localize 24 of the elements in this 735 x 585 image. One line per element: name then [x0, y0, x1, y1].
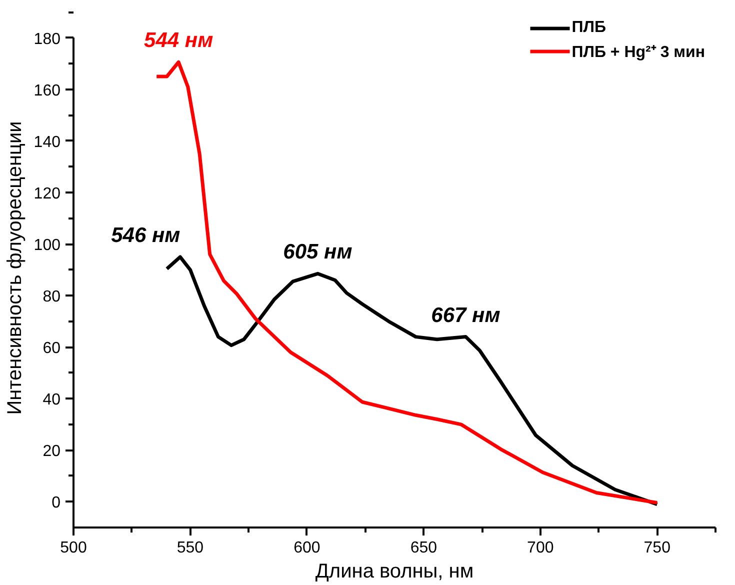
x-tick-label: 750: [644, 540, 671, 556]
x-tick-label: 700: [527, 540, 554, 556]
annotation: 544 нм: [144, 29, 214, 52]
y-tick-label: 60: [42, 340, 61, 358]
x-tick-label: 650: [410, 540, 438, 556]
annotation: 667 нм: [431, 304, 501, 327]
y-tick-label: 160: [34, 82, 61, 100]
y-tick-label: 140: [34, 134, 61, 151]
y-tick-label: 80: [42, 288, 61, 306]
x-tick-label: 550: [176, 540, 204, 556]
x-axis-title: Длина волны, нм: [315, 560, 474, 582]
annotation: 605 нм: [283, 240, 353, 264]
y-tick-label: 20: [42, 443, 61, 460]
y-tick-label: 180: [34, 30, 61, 48]
y-tick-label: 100: [34, 237, 61, 254]
x-tick-label: 600: [294, 540, 320, 556]
legend-label: ПЛБ + Hg²⁺ 3 мин: [572, 43, 705, 62]
y-axis-title: Интенсивность флуоресценции: [4, 121, 26, 415]
x-tick-label: 500: [60, 540, 87, 556]
y-tick-label: 0: [52, 494, 61, 512]
annotation: 546 нм: [111, 224, 181, 247]
legend-label: ПЛБ: [572, 19, 606, 37]
y-tick-label: 40: [42, 392, 61, 409]
y-tick-label: 120: [34, 185, 61, 202]
